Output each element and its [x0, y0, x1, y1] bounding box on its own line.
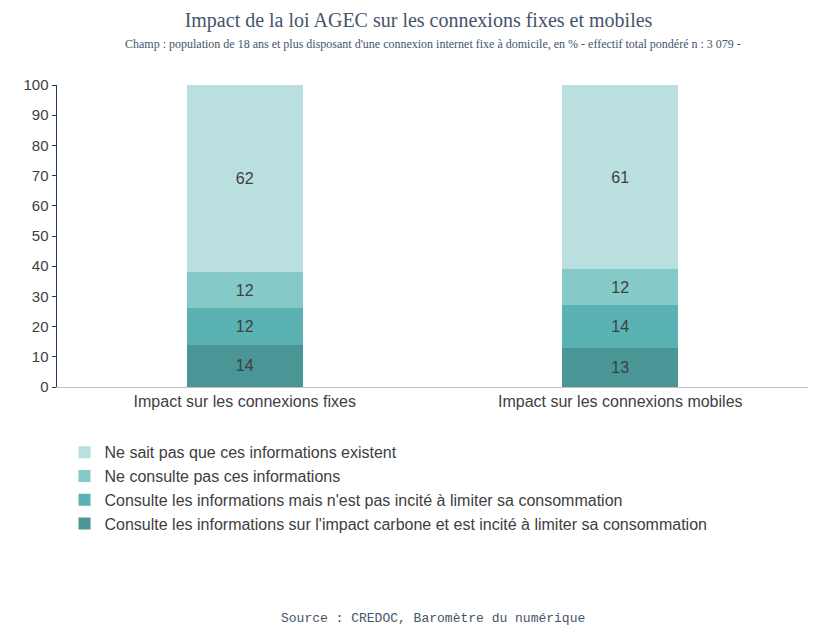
svg-text:62: 62 — [236, 170, 254, 187]
svg-text:40: 40 — [32, 257, 49, 274]
svg-text:Source : CREDOC, Baromètre du: Source : CREDOC, Baromètre du numérique — [281, 611, 585, 626]
svg-text:70: 70 — [32, 167, 49, 184]
svg-text:12: 12 — [611, 279, 629, 296]
svg-text:61: 61 — [611, 169, 629, 186]
svg-text:Ne sait pas que ces informatio: Ne sait pas que ces informations existen… — [105, 444, 397, 461]
svg-text:50: 50 — [32, 227, 49, 244]
svg-text:30: 30 — [32, 288, 49, 305]
svg-text:Impact sur les connexions mobi: Impact sur les connexions mobiles — [498, 393, 743, 410]
svg-text:Consulte les informations mais: Consulte les informations mais n'est pas… — [105, 492, 623, 509]
svg-text:60: 60 — [32, 197, 49, 214]
svg-text:80: 80 — [32, 137, 49, 154]
svg-text:Impact sur les connexions fixe: Impact sur les connexions fixes — [134, 393, 356, 410]
svg-text:14: 14 — [611, 318, 629, 335]
svg-text:90: 90 — [32, 106, 49, 123]
svg-text:0: 0 — [40, 378, 48, 395]
svg-text:14: 14 — [236, 357, 254, 374]
svg-text:Ne consulte pas ces informatio: Ne consulte pas ces informations — [105, 468, 341, 485]
svg-text:20: 20 — [32, 318, 49, 335]
svg-text:Impact de la loi AGEC sur les: Impact de la loi AGEC sur les connexions… — [185, 9, 653, 32]
svg-text:13: 13 — [611, 359, 629, 376]
svg-text:12: 12 — [236, 318, 254, 335]
svg-text:12: 12 — [236, 282, 254, 299]
svg-text:Consulte les informations sur: Consulte les informations sur l'impact c… — [105, 516, 707, 533]
svg-text:100: 100 — [23, 76, 48, 93]
svg-text:Champ : population de 18 ans e: Champ : population de 18 ans et plus dis… — [125, 37, 741, 51]
svg-text:10: 10 — [32, 348, 49, 365]
